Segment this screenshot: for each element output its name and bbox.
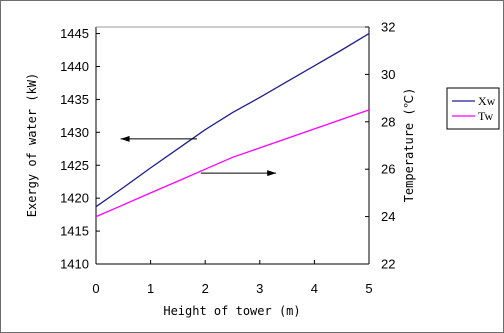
y-left-tick-label: 1445 (60, 26, 89, 41)
x-tick-label: 2 (202, 281, 209, 296)
x-tick-label: 5 (365, 281, 372, 296)
x-tick-label: 0 (92, 281, 99, 296)
y-right-tick-label: 22 (381, 257, 395, 272)
x-axis-label: Height of tower (m) (163, 304, 300, 318)
legend-box (446, 87, 500, 130)
y-left-tick-label: 1420 (60, 191, 89, 206)
series-layer (95, 33, 370, 218)
x-tick-label: 4 (311, 281, 318, 296)
y-right-tick-label: 30 (381, 67, 395, 82)
y-left-tick-label: 1440 (60, 59, 89, 74)
y-left-tick-label: 1425 (60, 158, 89, 173)
x-tick-label: 1 (147, 281, 154, 296)
y-axis-label-left: Exergy of water (kW) (25, 73, 39, 218)
legend-label-Xw: Xw (478, 94, 496, 108)
y-left-tick-label: 1430 (60, 125, 89, 140)
legend-label-Tw: Tw (478, 109, 493, 123)
y-left-tick-label: 1410 (60, 257, 89, 272)
y-left-tick-label: 1435 (60, 92, 89, 107)
y-right-tick-label: 32 (381, 20, 395, 35)
series-line-Xw (95, 33, 370, 208)
annotation-layer (120, 135, 277, 177)
y-right-tick-label: 26 (381, 162, 395, 177)
series-line-Tw (95, 109, 370, 218)
y-axis-label-right: Temperature (℃) (402, 88, 416, 203)
arrow-to-right-axis-head (267, 170, 277, 177)
x-tick-label: 3 (256, 281, 263, 296)
y-left-tick-label: 1415 (60, 224, 89, 239)
axes: 0 1 2 3 4 5 1410 1415 1420 1425 1430 1435 1440 1445 22… (60, 20, 395, 297)
y-right-tick-label: 28 (381, 114, 395, 129)
y-right-tick-label: 24 (381, 209, 395, 224)
arrow-to-left-axis-head (120, 135, 130, 142)
